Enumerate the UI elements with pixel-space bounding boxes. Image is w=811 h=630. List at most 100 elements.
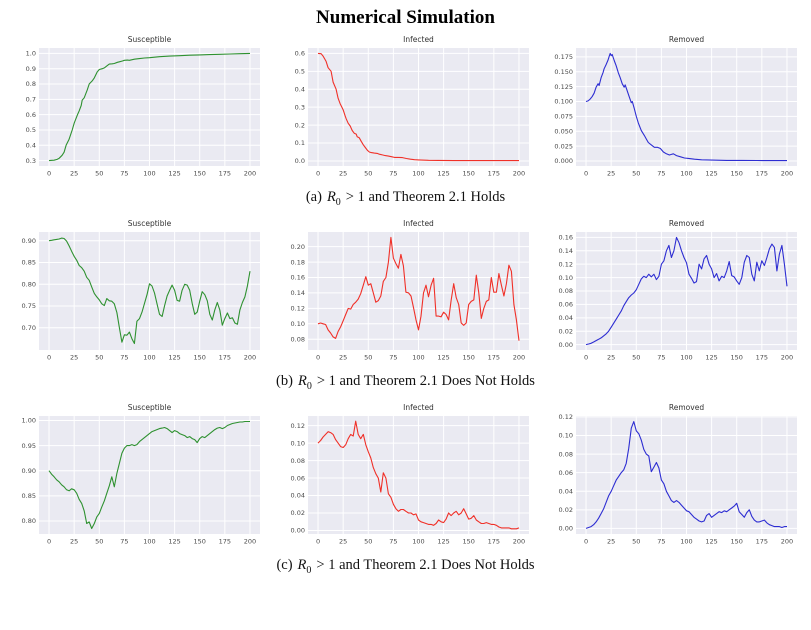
svg-text:0.0: 0.0	[294, 157, 304, 165]
svg-text:0.1: 0.1	[294, 139, 304, 147]
svg-text:0.08: 0.08	[559, 450, 573, 458]
svg-text:0.12: 0.12	[290, 304, 304, 312]
svg-text:0.10: 0.10	[559, 431, 573, 439]
caption-c-math: R0	[297, 556, 312, 576]
svg-text:1.0: 1.0	[26, 50, 36, 58]
subplot-b-susceptible: 0 25 50 75 100 125 150 175 200 0.70 0.75 0.80 0.85 0.…	[6, 217, 268, 367]
svg-text:200: 200	[244, 353, 256, 361]
svg-text:50: 50	[95, 353, 103, 361]
svg-text:200: 200	[781, 537, 793, 545]
svg-text:0.06: 0.06	[559, 300, 573, 308]
svg-text:0.70: 0.70	[22, 324, 36, 332]
svg-text:0: 0	[584, 537, 588, 545]
svg-text:25: 25	[70, 537, 78, 545]
row-b: 0 25 50 75 100 125 150 175 200 0.70 0.75 0.80 0.85 0.…	[0, 217, 811, 367]
svg-text:Infected: Infected	[403, 403, 434, 412]
svg-text:0.12: 0.12	[290, 422, 304, 430]
svg-text:0.14: 0.14	[290, 289, 304, 297]
svg-text:0.16: 0.16	[559, 233, 573, 241]
svg-text:50: 50	[632, 170, 640, 178]
svg-text:75: 75	[389, 170, 397, 178]
svg-text:0.04: 0.04	[559, 314, 573, 322]
svg-text:75: 75	[657, 353, 665, 361]
svg-text:25: 25	[70, 353, 78, 361]
caption-a-math: R0	[326, 189, 341, 208]
svg-text:0.00: 0.00	[290, 526, 304, 534]
svg-text:175: 175	[219, 170, 231, 178]
svg-text:100: 100	[412, 170, 424, 178]
svg-text:125: 125	[168, 537, 180, 545]
svg-text:100: 100	[680, 170, 692, 178]
svg-text:0.10: 0.10	[290, 439, 304, 447]
figure-page: Numerical Simulation 0 25 50 75 100 125 150 175…	[0, 7, 811, 630]
svg-text:0.7: 0.7	[26, 96, 36, 104]
svg-text:175: 175	[219, 353, 231, 361]
svg-text:125: 125	[705, 537, 717, 545]
svg-text:0.08: 0.08	[290, 335, 304, 343]
svg-text:75: 75	[389, 353, 397, 361]
svg-text:50: 50	[364, 170, 372, 178]
svg-text:75: 75	[657, 170, 665, 178]
svg-text:150: 150	[462, 537, 474, 545]
svg-text:200: 200	[512, 537, 524, 545]
svg-text:200: 200	[512, 170, 524, 178]
svg-text:0: 0	[315, 170, 319, 178]
svg-text:100: 100	[412, 353, 424, 361]
svg-text:50: 50	[95, 537, 103, 545]
caption-c-text: > 1 and Theorem 2.1 Does Not Holds	[316, 556, 535, 573]
svg-text:25: 25	[607, 537, 615, 545]
svg-text:25: 25	[70, 170, 78, 178]
svg-text:125: 125	[168, 353, 180, 361]
svg-text:75: 75	[120, 170, 128, 178]
svg-text:200: 200	[244, 170, 256, 178]
svg-text:Susceptible: Susceptible	[128, 219, 172, 228]
row-a: 0 25 50 75 100 125 150 175 200 0.3 0.4 0.5 0.6 0.7 0.8…	[0, 33, 811, 183]
chart-b-susceptible: 0 25 50 75 100 125 150 175 200 0.70 0.75 0.80 0.85 0.…	[22, 219, 260, 361]
svg-text:0: 0	[315, 537, 319, 545]
svg-text:0.14: 0.14	[559, 247, 573, 255]
svg-text:Infected: Infected	[403, 219, 434, 228]
svg-text:1.00: 1.00	[22, 417, 36, 425]
svg-text:0.100: 0.100	[554, 98, 573, 106]
svg-text:0.125: 0.125	[554, 83, 573, 91]
svg-text:100: 100	[143, 353, 155, 361]
svg-text:25: 25	[339, 170, 347, 178]
subplot-c-infected: 0 25 50 75 100 125 150 175 200 0.00 0.02 0.04 0.06 0.…	[275, 401, 537, 551]
svg-text:125: 125	[705, 353, 717, 361]
chart-c-infected: 0 25 50 75 100 125 150 175 200 0.00 0.02 0.04 0.06 0.…	[290, 403, 529, 545]
svg-text:0.04: 0.04	[559, 487, 573, 495]
svg-text:125: 125	[168, 170, 180, 178]
caption-b-math: R0	[297, 372, 312, 392]
svg-text:0.20: 0.20	[290, 243, 304, 251]
chart-b-infected: 0 25 50 75 100 125 150 175 200 0.08 0.10 0.12 0.14 0.…	[290, 219, 529, 361]
svg-text:200: 200	[512, 353, 524, 361]
subplot-a-infected: 0 25 50 75 100 125 150 175 200 0.0 0.1 0.2 0.3 0.4 0.5…	[275, 33, 537, 183]
svg-text:0.85: 0.85	[22, 492, 36, 500]
svg-text:150: 150	[194, 353, 206, 361]
svg-text:0.85: 0.85	[22, 259, 36, 267]
svg-text:0: 0	[47, 537, 51, 545]
caption-a: (a) R0 > 1 and Theorem 2.1 Holds	[0, 189, 811, 208]
caption-c: (c) R0 > 1 and Theorem 2.1 Does Not Hold…	[0, 557, 811, 576]
svg-text:0.90: 0.90	[22, 237, 36, 245]
svg-text:50: 50	[95, 170, 103, 178]
svg-text:0.5: 0.5	[294, 68, 304, 76]
svg-text:Infected: Infected	[403, 35, 434, 44]
svg-text:Susceptible: Susceptible	[128, 35, 172, 44]
svg-text:150: 150	[194, 170, 206, 178]
svg-text:100: 100	[143, 170, 155, 178]
svg-text:150: 150	[462, 353, 474, 361]
svg-text:150: 150	[731, 537, 743, 545]
svg-text:150: 150	[731, 170, 743, 178]
svg-text:125: 125	[437, 170, 449, 178]
svg-text:0.3: 0.3	[294, 103, 304, 111]
svg-text:0.18: 0.18	[290, 258, 304, 266]
svg-text:0.02: 0.02	[559, 327, 573, 335]
svg-text:0.08: 0.08	[290, 457, 304, 465]
svg-text:0: 0	[47, 353, 51, 361]
svg-text:Removed: Removed	[669, 35, 704, 44]
svg-text:0.4: 0.4	[294, 85, 304, 93]
svg-text:25: 25	[339, 353, 347, 361]
svg-text:50: 50	[364, 537, 372, 545]
svg-text:Removed: Removed	[669, 219, 704, 228]
